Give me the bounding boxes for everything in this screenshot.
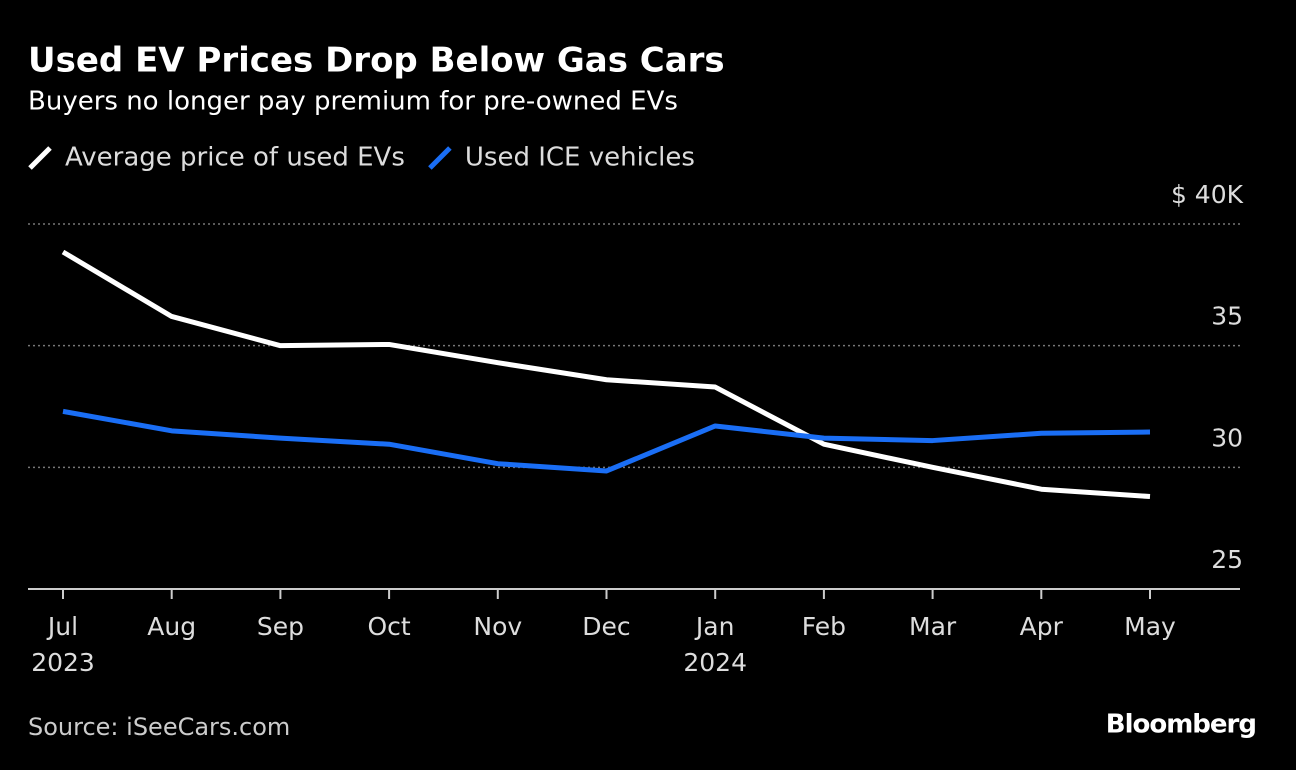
x-tick-label: Aug	[147, 612, 196, 641]
x-tick-label: Feb	[802, 612, 846, 641]
x-tick-label: Sep	[257, 612, 304, 641]
legend-label: Average price of used EVs	[65, 143, 405, 173]
chart-title: Used EV Prices Drop Below Gas Cars	[28, 41, 725, 81]
brand: Bloomberg	[1106, 710, 1256, 740]
x-tick-label: Oct	[367, 612, 410, 641]
x-tick-label: Jan	[694, 612, 735, 641]
legend-swatch	[428, 146, 452, 170]
legend-label: Used ICE vehicles	[465, 143, 695, 173]
x-tick-label: Jul	[46, 612, 78, 641]
y-tick-label: 30	[1211, 423, 1243, 452]
x-tick-label: Dec	[582, 612, 630, 641]
x-tick-label: Nov	[473, 612, 522, 641]
x-year-label: 2023	[31, 648, 95, 677]
y-tick-label: 35	[1211, 302, 1243, 331]
legend-swatch	[28, 146, 52, 170]
series-line	[62, 408, 1151, 474]
x-year-label: 2024	[683, 648, 747, 677]
y-tick-label: 25	[1211, 545, 1243, 574]
y-tick-label: $ 40K	[1171, 180, 1244, 209]
x-tick-label: Mar	[909, 612, 957, 641]
x-tick-label: May	[1124, 612, 1176, 641]
chart-subtitle: Buyers no longer pay premium for pre-own…	[28, 87, 678, 117]
source: Source: iSeeCars.com	[28, 713, 290, 741]
x-tick-label: Apr	[1020, 612, 1064, 641]
series-line	[61, 249, 1151, 500]
